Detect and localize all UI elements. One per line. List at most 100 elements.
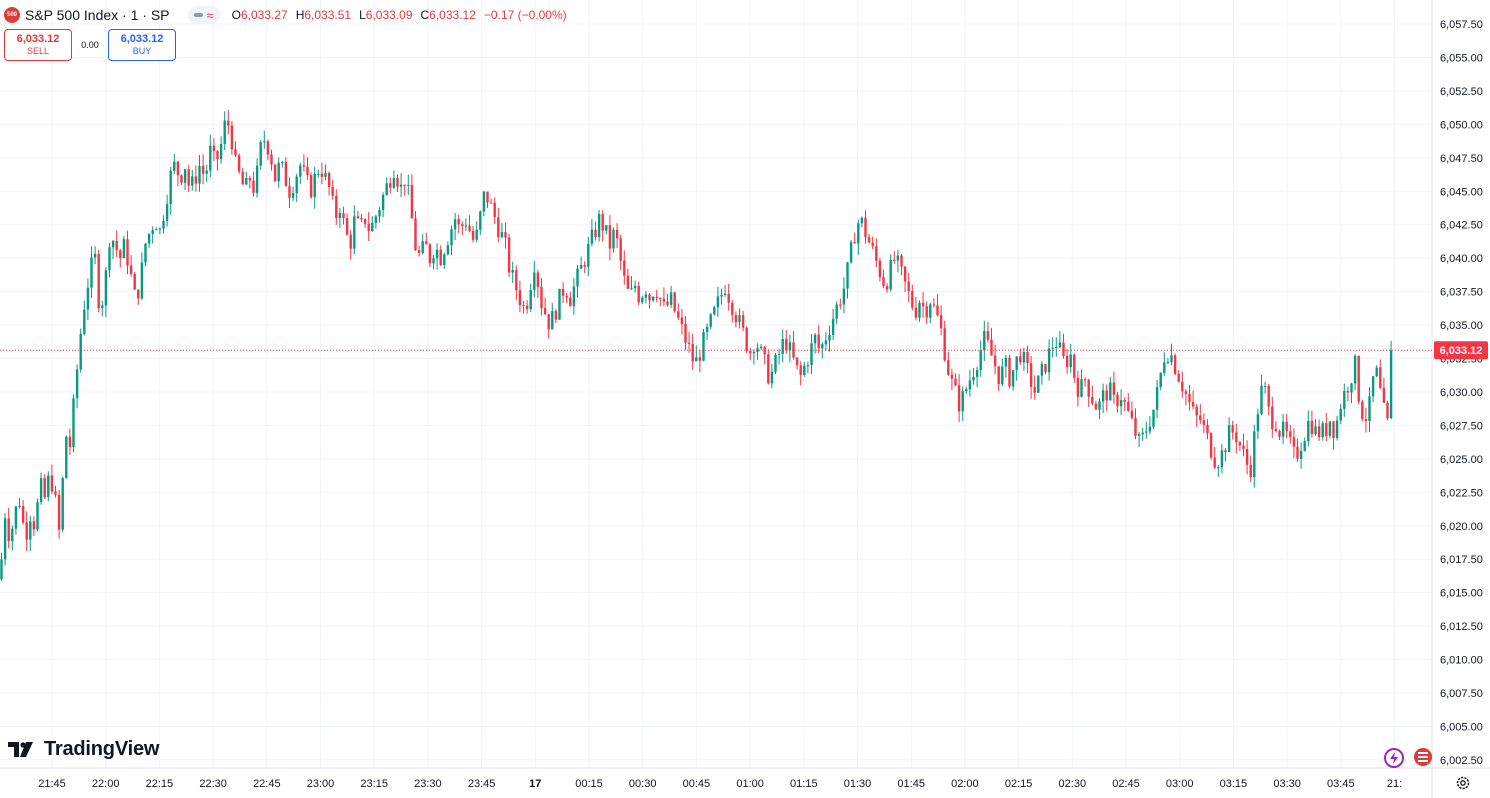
- last-price-label: 6,033.12: [1440, 345, 1483, 357]
- candle-body: [947, 360, 950, 375]
- candle-body: [1029, 363, 1033, 387]
- candle-body: [871, 242, 874, 247]
- candle-body: [281, 162, 284, 164]
- candle-body: [500, 232, 504, 238]
- candle-body: [479, 211, 482, 230]
- ohlc-low: L6,033.09: [359, 8, 416, 22]
- high-value: 6,033.51: [304, 8, 352, 22]
- price-tick-label: 6,040.00: [1440, 253, 1483, 265]
- candle-body: [1220, 450, 1224, 468]
- candle-body: [1343, 390, 1346, 409]
- candle-body: [1217, 467, 1220, 469]
- candle-body: [1083, 379, 1087, 381]
- candle-body: [576, 268, 579, 287]
- buy-button[interactable]: 6,033.12 BUY: [108, 29, 176, 61]
- tradingview-logo[interactable]: TradingView: [8, 738, 159, 761]
- candle-body: [705, 326, 709, 333]
- candle-body: [101, 305, 104, 308]
- candle-body: [1278, 431, 1281, 437]
- candle-body: [1076, 377, 1080, 397]
- candle-body: [695, 357, 698, 362]
- candle-body: [983, 330, 986, 351]
- candle-body: [1123, 399, 1126, 402]
- candle-body: [72, 398, 75, 448]
- candle-body: [597, 214, 601, 238]
- candle-body: [367, 223, 370, 232]
- candle-body: [1249, 464, 1252, 477]
- candle-body: [21, 505, 25, 523]
- candle-body: [468, 225, 471, 231]
- candle-body: [651, 296, 655, 301]
- candle-body: [97, 253, 100, 308]
- candle-body: [464, 225, 468, 227]
- candle-body: [331, 187, 334, 196]
- lightning-icon[interactable]: [1384, 748, 1404, 768]
- symbol-badge-text: 500: [6, 12, 17, 18]
- candle-body: [561, 288, 565, 296]
- candle-body: [1292, 437, 1296, 447]
- candle-body: [1037, 375, 1040, 393]
- candle-body: [518, 290, 522, 306]
- candle-body: [1159, 372, 1162, 388]
- candle-body: [702, 332, 705, 361]
- candle-body: [1209, 433, 1213, 458]
- candle-body: [1145, 431, 1148, 433]
- candle-body: [882, 276, 885, 287]
- candle-body: [1263, 385, 1267, 387]
- candle-body: [1004, 357, 1008, 367]
- price-tick-label: 6,055.00: [1440, 52, 1483, 64]
- candle-body: [392, 178, 396, 188]
- tv-logo-icon: [8, 741, 33, 757]
- candle-body: [25, 522, 28, 540]
- candle-body: [615, 229, 619, 239]
- settings-gear-icon[interactable]: [1455, 775, 1471, 791]
- candle-body: [536, 272, 540, 287]
- symbol-badge-icon[interactable]: 500: [4, 7, 20, 23]
- candle-body: [547, 314, 550, 330]
- candle-body: [1303, 441, 1306, 451]
- candle-body: [399, 184, 403, 187]
- candle-body: [198, 165, 201, 184]
- time-axis[interactable]: 21:45 22:00 22:15 22:30 22:45 23:00 23:15 23:30…: [38, 778, 1402, 790]
- candle-body: [795, 357, 799, 366]
- candle-body: [453, 219, 457, 230]
- candle-body: [900, 255, 903, 267]
- flag-icon[interactable]: [1414, 748, 1432, 766]
- candle-body: [1245, 448, 1249, 465]
- candle-body: [1166, 362, 1170, 364]
- candle-body: [1213, 457, 1216, 468]
- candle-body: [313, 173, 316, 198]
- candle-body: [659, 298, 662, 300]
- candle-body: [1040, 364, 1044, 376]
- time-tick-label: 02:45: [1112, 778, 1140, 790]
- candle-body: [698, 357, 702, 361]
- candle-body: [1310, 420, 1314, 435]
- candle-body: [345, 218, 349, 235]
- candle-body: [169, 170, 172, 204]
- symbol-title[interactable]: S&P 500 Index · 1 · SP: [25, 7, 170, 23]
- price-tick-label: 6,020.00: [1440, 521, 1483, 533]
- candle-body: [1256, 414, 1260, 432]
- candle-body: [1116, 394, 1119, 407]
- candle-body: [630, 288, 633, 290]
- open-value: 6,033.27: [240, 8, 288, 22]
- candle-body: [158, 228, 162, 230]
- candle-body: [1202, 420, 1206, 425]
- time-tick-label: 03:45: [1327, 778, 1355, 790]
- candle-body: [648, 294, 651, 301]
- sell-button[interactable]: 6,033.12 SELL: [4, 29, 72, 61]
- candle-body: [241, 171, 244, 185]
- candle-body: [1184, 391, 1188, 395]
- price-tick-label: 6,037.50: [1440, 287, 1483, 299]
- candle-body: [986, 330, 990, 340]
- candle-body: [759, 346, 763, 349]
- candle-body: [446, 245, 450, 255]
- price-axis[interactable]: 6,057.50 6,055.00 6,052.50 6,050.00 6,047.50…: [1434, 19, 1488, 767]
- candle-body: [515, 270, 518, 291]
- indicator-toggle-icon[interactable]: ≈: [187, 6, 220, 24]
- candle-body: [245, 177, 248, 185]
- candle-body: [180, 175, 183, 183]
- candle-body: [860, 217, 864, 224]
